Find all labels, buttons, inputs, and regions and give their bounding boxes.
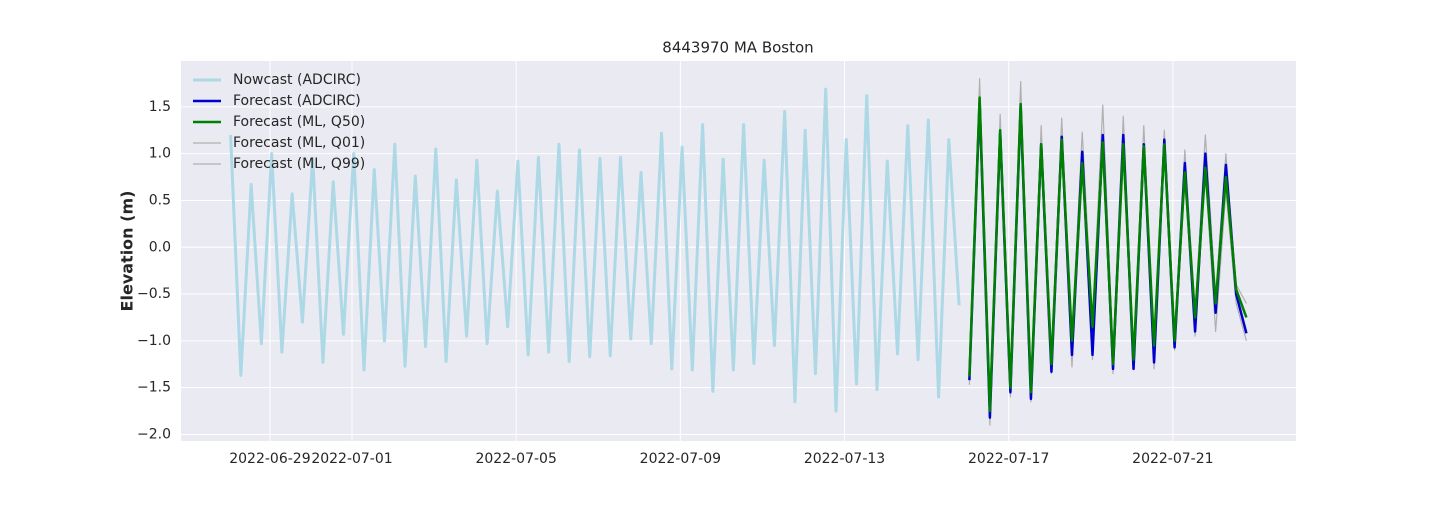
- y-tick-label: −0.5: [137, 286, 171, 302]
- y-tick-label: −1.5: [137, 380, 171, 396]
- legend-label: Forecast (ADCIRC): [233, 93, 361, 109]
- series-line: [229, 87, 961, 413]
- x-tick-label: 2022-07-21: [1132, 451, 1213, 467]
- legend-label: Forecast (ML, Q99): [233, 156, 365, 172]
- lines: [229, 78, 1248, 426]
- y-tick-label: −2.0: [137, 426, 171, 442]
- legend-label: Forecast (ML, Q01): [233, 135, 365, 151]
- y-axis-label: Elevation (m): [118, 191, 137, 312]
- legend-label: Nowcast (ADCIRC): [233, 72, 361, 88]
- y-tick-label: 0.5: [149, 192, 171, 208]
- x-tick-label: 2022-06-29: [229, 451, 310, 467]
- y-tick-label: −1.0: [137, 333, 171, 349]
- series-line: [968, 96, 1248, 413]
- x-tick-label: 2022-07-01: [311, 451, 392, 467]
- y-tick-label: 1.5: [149, 99, 171, 115]
- x-tick-label: 2022-07-05: [475, 451, 556, 467]
- y-tick-label: 0.0: [149, 239, 171, 255]
- x-tick-label: 2022-07-13: [804, 451, 885, 467]
- legend: Nowcast (ADCIRC) Forecast (ADCIRC) Forecas…: [193, 72, 365, 172]
- x-tick-label: 2022-07-09: [640, 451, 721, 467]
- chart-title: 8443970 MA Boston: [662, 39, 813, 57]
- y-tick-label: 1.0: [149, 146, 171, 162]
- legend-label: Forecast (ML, Q50): [233, 114, 365, 130]
- x-tick-label: 2022-07-17: [968, 451, 1049, 467]
